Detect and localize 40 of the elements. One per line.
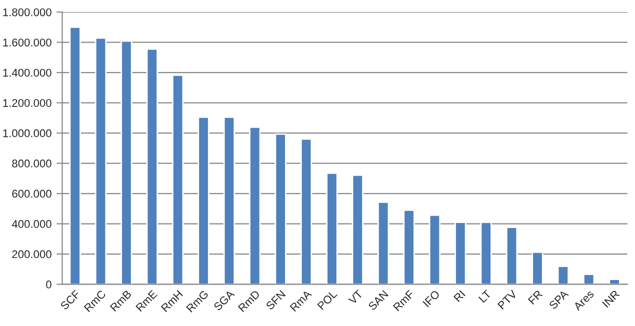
y-tick-label: 0 (46, 280, 52, 288)
bar (223, 116, 236, 284)
bar (146, 48, 158, 284)
bar (454, 222, 466, 284)
x-tick-label: INR (602, 290, 620, 308)
bar (557, 266, 569, 284)
y-tick-label: 1.800.000 (3, 8, 52, 16)
bar (326, 172, 338, 284)
x-tick-label: IFO (422, 290, 440, 308)
y-tick-label: 1.000.000 (3, 129, 52, 138)
y-tick-label: 1.400.000 (3, 68, 52, 77)
x-tick-label: LT (478, 290, 492, 303)
x-tick-label: FR (528, 290, 543, 305)
y-tick-label: 1.200.000 (3, 99, 52, 107)
bar (506, 226, 518, 284)
bar (378, 201, 390, 284)
bar (69, 26, 81, 284)
bar (300, 138, 312, 284)
bar (352, 174, 364, 284)
bar (403, 209, 415, 284)
x-tick-label: POL (317, 290, 338, 310)
x-tick-label: RI (453, 290, 466, 302)
bar (172, 74, 184, 284)
bar (428, 214, 441, 284)
y-tick-label: 1.600.000 (3, 38, 52, 46)
bar (532, 252, 544, 284)
bar (274, 133, 286, 284)
bar (198, 116, 210, 284)
x-tick-label: VT (348, 290, 364, 305)
x-tick-label: SPA (548, 289, 569, 310)
y-tick-label: 400.000 (12, 220, 52, 228)
y-tick-label: 800.000 (12, 160, 52, 168)
y-tick-label: 200.000 (12, 250, 52, 258)
y-tick-label: 600.000 (12, 190, 52, 198)
bar (94, 37, 107, 284)
bar (583, 274, 595, 284)
bar (120, 40, 132, 284)
bar (480, 222, 492, 284)
bar (249, 126, 261, 284)
bar (608, 278, 620, 284)
